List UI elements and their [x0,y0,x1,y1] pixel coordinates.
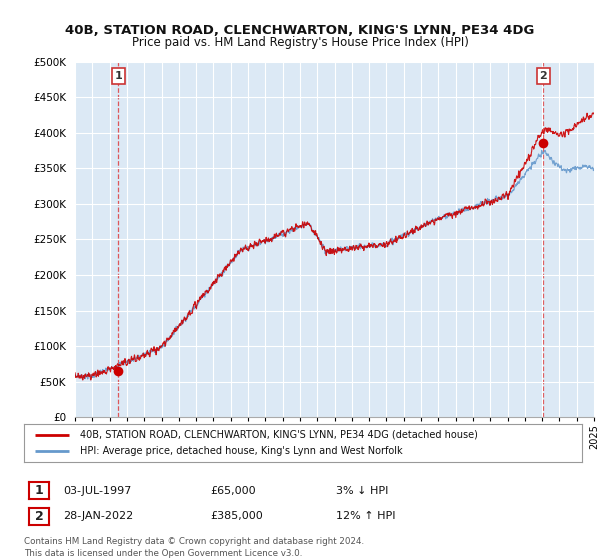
Text: £385,000: £385,000 [210,511,263,521]
Text: 40B, STATION ROAD, CLENCHWARTON, KING'S LYNN, PE34 4DG: 40B, STATION ROAD, CLENCHWARTON, KING'S … [65,24,535,36]
Text: £65,000: £65,000 [210,486,256,496]
Text: 2: 2 [35,510,43,523]
Text: 2: 2 [539,71,547,81]
Text: 28-JAN-2022: 28-JAN-2022 [63,511,133,521]
Text: Contains HM Land Registry data © Crown copyright and database right 2024.
This d: Contains HM Land Registry data © Crown c… [24,537,364,558]
Text: 1: 1 [35,484,43,497]
Text: Price paid vs. HM Land Registry's House Price Index (HPI): Price paid vs. HM Land Registry's House … [131,36,469,49]
Text: 3% ↓ HPI: 3% ↓ HPI [336,486,388,496]
Text: HPI: Average price, detached house, King's Lynn and West Norfolk: HPI: Average price, detached house, King… [80,446,403,456]
Text: 12% ↑ HPI: 12% ↑ HPI [336,511,395,521]
Text: 03-JUL-1997: 03-JUL-1997 [63,486,131,496]
Text: 1: 1 [115,71,122,81]
Text: 40B, STATION ROAD, CLENCHWARTON, KING'S LYNN, PE34 4DG (detached house): 40B, STATION ROAD, CLENCHWARTON, KING'S … [80,430,478,440]
